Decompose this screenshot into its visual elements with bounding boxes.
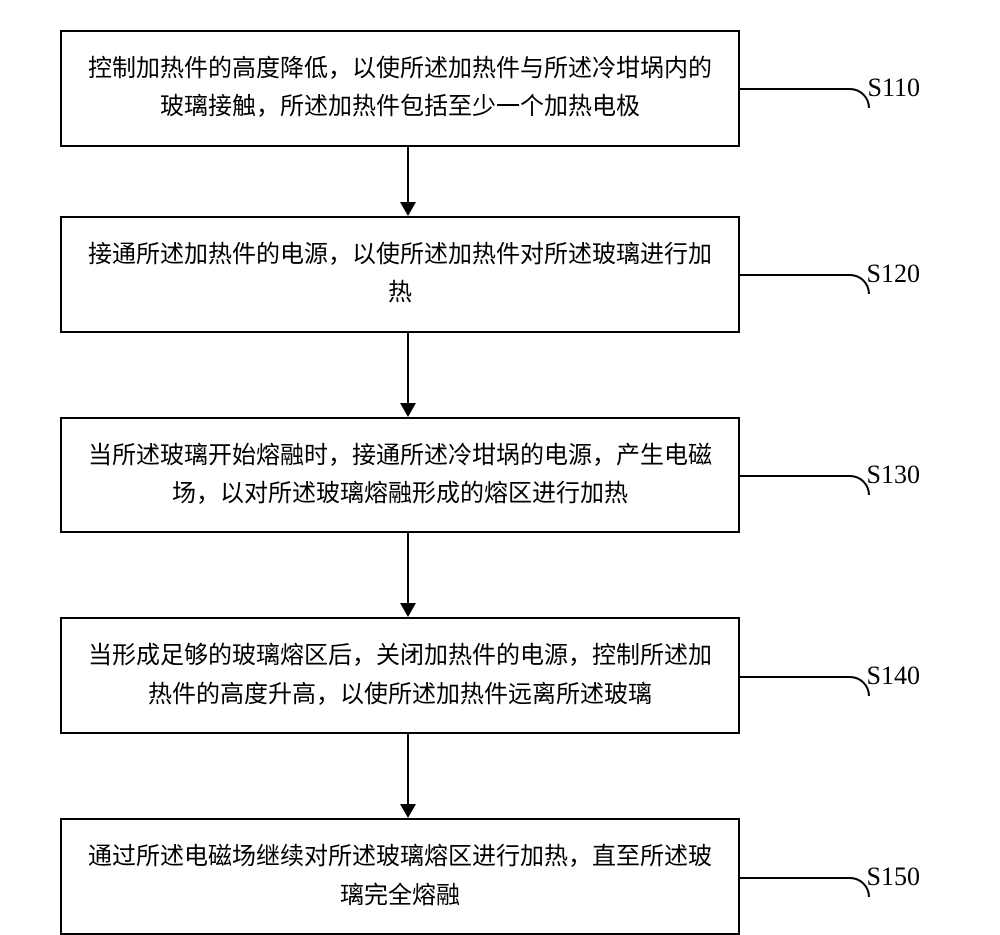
step-text-3: 当所述玻璃开始熔融时，接通所述冷坩埚的电源，产生电磁场，以对所述玻璃熔融形成的熔…: [86, 437, 714, 514]
arrow-1: [400, 147, 416, 216]
step-label-3: S130: [867, 460, 920, 490]
step-label-2: S120: [867, 259, 920, 289]
step-wrapper-2: 接通所述加热件的电源，以使所述加热件对所述玻璃进行加热 S120: [60, 216, 940, 333]
step-text-5: 通过所述电磁场继续对所述玻璃熔区进行加热，直至所述玻璃完全熔融: [86, 838, 714, 915]
arrow-3: [400, 533, 416, 617]
step-box-5: 通过所述电磁场继续对所述玻璃熔区进行加热，直至所述玻璃完全熔融: [60, 818, 740, 935]
arrow-2: [400, 333, 416, 417]
connector-2: [740, 274, 870, 294]
connector-4: [740, 676, 870, 696]
step-text-2: 接通所述加热件的电源，以使所述加热件对所述玻璃进行加热: [86, 236, 714, 313]
step-box-4: 当形成足够的玻璃熔区后，关闭加热件的电源，控制所述加热件的高度升高，以使所述加热…: [60, 617, 740, 734]
step-label-1: S110: [868, 73, 921, 103]
step-wrapper-3: 当所述玻璃开始熔融时，接通所述冷坩埚的电源，产生电磁场，以对所述玻璃熔融形成的熔…: [60, 417, 940, 534]
step-wrapper-1: 控制加热件的高度降低，以使所述加热件与所述冷坩埚内的玻璃接触，所述加热件包括至少…: [60, 30, 940, 147]
step-box-3: 当所述玻璃开始熔融时，接通所述冷坩埚的电源，产生电磁场，以对所述玻璃熔融形成的熔…: [60, 417, 740, 534]
step-wrapper-5: 通过所述电磁场继续对所述玻璃熔区进行加热，直至所述玻璃完全熔融 S150: [60, 818, 940, 935]
step-label-4: S140: [867, 661, 920, 691]
arrow-line-4: [407, 734, 409, 804]
step-wrapper-4: 当形成足够的玻璃熔区后，关闭加热件的电源，控制所述加热件的高度升高，以使所述加热…: [60, 617, 940, 734]
arrow-head-2: [400, 403, 416, 417]
connector-5: [740, 877, 870, 897]
flowchart-container: 控制加热件的高度降低，以使所述加热件与所述冷坩埚内的玻璃接触，所述加热件包括至少…: [60, 30, 940, 935]
arrow-head-1: [400, 202, 416, 216]
connector-3: [740, 475, 870, 495]
step-box-2: 接通所述加热件的电源，以使所述加热件对所述玻璃进行加热: [60, 216, 740, 333]
step-text-1: 控制加热件的高度降低，以使所述加热件与所述冷坩埚内的玻璃接触，所述加热件包括至少…: [86, 50, 714, 127]
step-label-5: S150: [867, 862, 920, 892]
arrow-line-2: [407, 333, 409, 403]
arrow-head-4: [400, 804, 416, 818]
step-text-4: 当形成足够的玻璃熔区后，关闭加热件的电源，控制所述加热件的高度升高，以使所述加热…: [86, 637, 714, 714]
arrow-4: [400, 734, 416, 818]
arrow-line-1: [407, 147, 409, 202]
arrow-line-3: [407, 533, 409, 603]
arrow-head-3: [400, 603, 416, 617]
connector-1: [740, 88, 870, 108]
step-box-1: 控制加热件的高度降低，以使所述加热件与所述冷坩埚内的玻璃接触，所述加热件包括至少…: [60, 30, 740, 147]
